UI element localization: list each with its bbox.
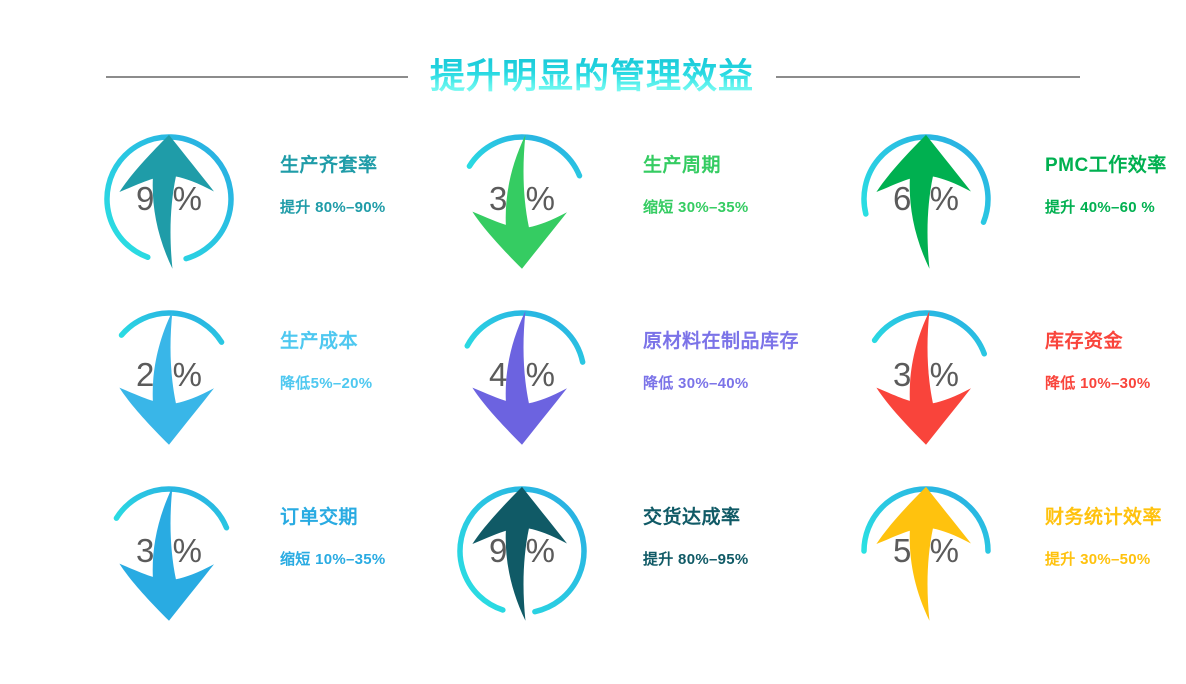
metric-text-block: 财务统计效率提升 30%–50% [1045, 508, 1162, 567]
arrow-up-icon [472, 486, 567, 621]
metric-sublabel: 降低 10%–30% [1045, 375, 1151, 392]
progress-ring-arc [113, 486, 230, 531]
metric-sublabel: 缩短 10%–35% [280, 551, 386, 568]
arrow-down-icon [472, 134, 567, 269]
ring-center: 40% [447, 300, 597, 450]
metric-sublabel: 提升 30%–50% [1045, 551, 1151, 568]
ring-center: 35% [447, 124, 597, 274]
arrow-down-icon [876, 310, 971, 445]
progress-ring-svg [113, 486, 230, 531]
ring-center: 60% [851, 124, 1001, 274]
metric-sublabel: 提升 80%–90% [280, 199, 386, 216]
progress-ring: 95% [447, 476, 597, 626]
metric-label: 生产齐套率 [280, 155, 378, 176]
metric-text-block: 交货达成率提升 80%–95% [643, 508, 749, 567]
progress-ring: 35% [447, 124, 597, 274]
arrow-up-icon [876, 134, 971, 269]
progress-ring-svg [118, 310, 225, 345]
ring-center: 90% [94, 124, 244, 274]
metric-label: 原材料在制品库存 [642, 331, 799, 352]
progress-ring-arc [457, 486, 587, 615]
metric-text-block: 原材料在制品库存降低 30%–40% [643, 332, 799, 391]
progress-ring: 90% [94, 124, 244, 274]
progress-ring: 50% [851, 476, 1001, 626]
progress-ring-svg [464, 310, 586, 365]
arrow-down-icon [119, 486, 214, 621]
progress-ring-arc [466, 134, 583, 179]
metric-label: 交货达成率 [642, 507, 741, 528]
progress-ring-arc [861, 134, 991, 225]
progress-ring: 60% [851, 124, 1001, 274]
metric-label: PMC工作效率 [1045, 155, 1167, 176]
page-header: 提升明显的管理效益 [0, 48, 1186, 106]
metric-sublabel: 降低5%–20% [280, 375, 373, 392]
ring-center: 50% [851, 476, 1001, 626]
metric-text-block: 生产周期缩短 30%–35% [643, 156, 749, 215]
metric-sublabel: 降低 30%–40% [642, 375, 749, 392]
progress-ring: 30% [851, 300, 1001, 450]
metric-text-block: 订单交期缩短 10%–35% [280, 508, 386, 567]
metric-label: 生产周期 [642, 155, 721, 176]
metric-text-block: 生产成本降低5%–20% [280, 332, 372, 391]
metric-label: 库存资金 [1045, 331, 1124, 352]
title-rule-left [105, 76, 408, 78]
ring-center: 35% [94, 476, 244, 626]
ring-center: 30% [851, 300, 1001, 450]
arrow-up-icon [119, 134, 214, 269]
page-title: 提升明显的管理效益 [429, 56, 754, 96]
progress-ring-svg [871, 310, 988, 357]
metric-label: 财务统计效率 [1045, 507, 1163, 528]
progress-ring-arc [118, 310, 225, 345]
metric-text-block: PMC工作效率提升 40%–60 % [1045, 156, 1167, 215]
ring-center: 20% [94, 300, 244, 450]
metric-label: 订单交期 [280, 507, 359, 528]
progress-ring-svg [104, 134, 234, 262]
ring-center: 95% [447, 476, 597, 626]
progress-ring: 35% [94, 476, 244, 626]
progress-ring-arc [871, 310, 988, 357]
metric-sublabel: 提升 40%–60 % [1045, 199, 1156, 216]
title-rule-right [776, 76, 1080, 78]
progress-ring-arc [464, 310, 586, 365]
metric-label: 生产成本 [280, 331, 359, 352]
progress-ring: 40% [447, 300, 597, 450]
progress-ring-arc [104, 134, 234, 262]
arrow-up-icon [876, 486, 971, 621]
progress-ring: 20% [94, 300, 244, 450]
progress-ring-svg [466, 134, 583, 179]
metric-sublabel: 提升 80%–95% [642, 551, 749, 568]
metric-text-block: 库存资金降低 10%–30% [1045, 332, 1151, 391]
progress-ring-svg [861, 134, 991, 225]
arrow-down-icon [472, 310, 567, 445]
metric-sublabel: 缩短 30%–35% [642, 199, 749, 216]
arrow-down-icon [119, 310, 214, 445]
progress-ring-svg [457, 486, 587, 615]
metric-text-block: 生产齐套率提升 80%–90% [280, 156, 386, 215]
